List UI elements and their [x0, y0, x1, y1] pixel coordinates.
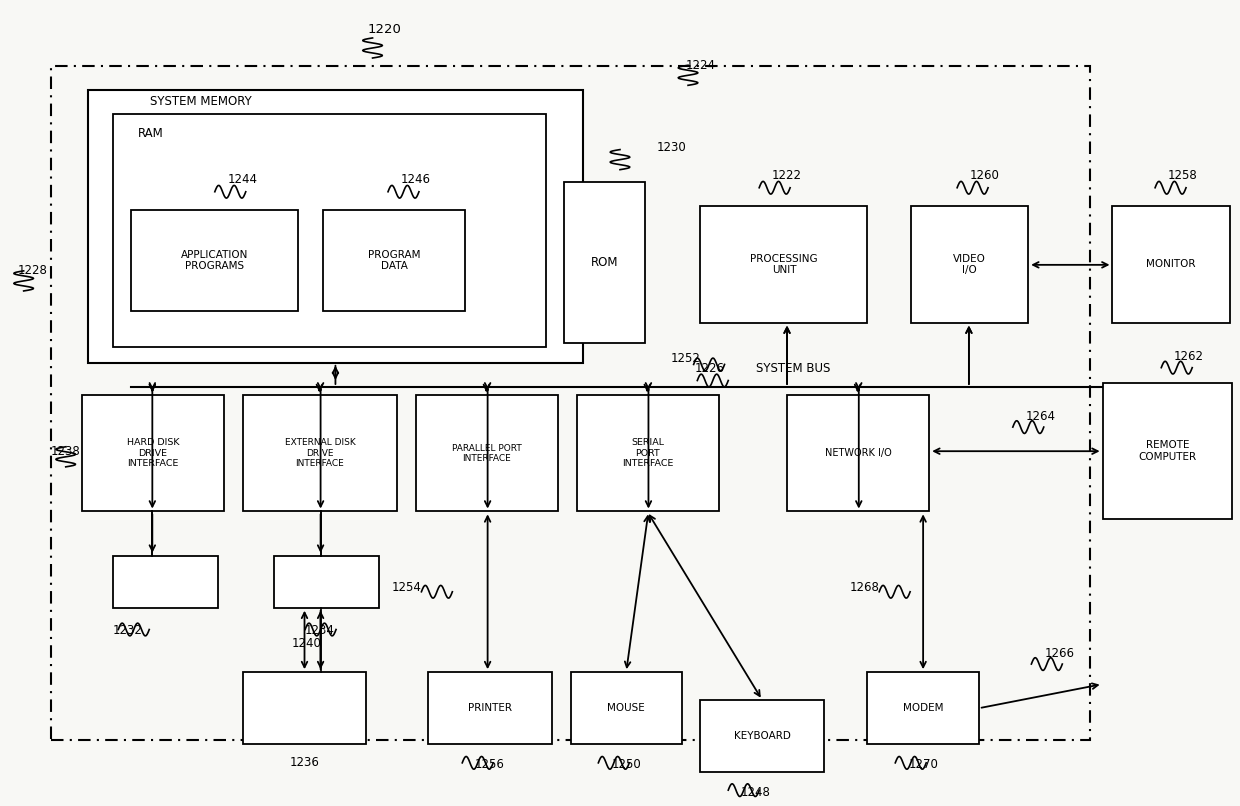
- Text: KEYBOARD: KEYBOARD: [734, 731, 791, 742]
- FancyBboxPatch shape: [274, 555, 378, 608]
- FancyBboxPatch shape: [113, 114, 546, 347]
- Text: MODEM: MODEM: [903, 703, 944, 713]
- Text: 1248: 1248: [742, 786, 771, 799]
- Text: 1264: 1264: [1025, 410, 1055, 423]
- Text: REMOTE
COMPUTER: REMOTE COMPUTER: [1138, 440, 1197, 462]
- Text: 1224: 1224: [686, 59, 715, 73]
- Text: 1226: 1226: [696, 362, 725, 375]
- FancyBboxPatch shape: [88, 89, 583, 363]
- Text: 1232: 1232: [113, 624, 143, 637]
- Text: VIDEO
I/O: VIDEO I/O: [954, 254, 986, 275]
- Text: 1266: 1266: [1044, 647, 1074, 660]
- FancyBboxPatch shape: [787, 395, 929, 512]
- Text: 1228: 1228: [17, 264, 47, 277]
- FancyBboxPatch shape: [570, 672, 682, 745]
- Text: SYSTEM BUS: SYSTEM BUS: [756, 362, 831, 375]
- Text: MOUSE: MOUSE: [608, 703, 645, 713]
- FancyBboxPatch shape: [564, 182, 645, 343]
- FancyBboxPatch shape: [701, 700, 825, 772]
- Text: 1236: 1236: [290, 756, 320, 770]
- FancyBboxPatch shape: [910, 206, 1028, 322]
- FancyBboxPatch shape: [577, 395, 719, 512]
- FancyBboxPatch shape: [243, 672, 366, 745]
- Text: SERIAL
PORT
INTERFACE: SERIAL PORT INTERFACE: [622, 438, 673, 468]
- FancyBboxPatch shape: [868, 672, 978, 745]
- FancyBboxPatch shape: [82, 395, 224, 512]
- Text: PRINTER: PRINTER: [467, 703, 512, 713]
- Text: 1222: 1222: [773, 169, 802, 182]
- Text: APPLICATION
PROGRAMS: APPLICATION PROGRAMS: [181, 250, 248, 272]
- Text: PARALLEL PORT
INTERFACE: PARALLEL PORT INTERFACE: [453, 443, 522, 463]
- FancyBboxPatch shape: [428, 672, 552, 745]
- Text: ROM: ROM: [590, 256, 619, 269]
- Text: SYSTEM MEMORY: SYSTEM MEMORY: [150, 95, 252, 108]
- Text: 1254: 1254: [392, 581, 422, 594]
- Text: 1240: 1240: [293, 638, 322, 650]
- Text: 1262: 1262: [1174, 350, 1204, 363]
- Text: PROCESSING
UNIT: PROCESSING UNIT: [750, 254, 817, 275]
- Text: 1252: 1252: [671, 352, 701, 365]
- Text: 1250: 1250: [611, 758, 641, 771]
- FancyBboxPatch shape: [243, 395, 397, 512]
- FancyBboxPatch shape: [415, 395, 558, 512]
- FancyBboxPatch shape: [131, 210, 299, 310]
- Text: PROGRAM
DATA: PROGRAM DATA: [368, 250, 420, 272]
- Text: EXTERNAL DISK
DRIVE
INTERFACE: EXTERNAL DISK DRIVE INTERFACE: [285, 438, 356, 468]
- Text: 1256: 1256: [475, 758, 505, 771]
- Text: 1220: 1220: [368, 23, 402, 36]
- Text: RAM: RAM: [138, 127, 164, 140]
- Text: 1258: 1258: [1168, 169, 1198, 182]
- Text: HARD DISK
DRIVE
INTERFACE: HARD DISK DRIVE INTERFACE: [126, 438, 180, 468]
- Text: 1238: 1238: [51, 445, 81, 458]
- Text: MONITOR: MONITOR: [1147, 260, 1195, 269]
- FancyBboxPatch shape: [1102, 383, 1233, 520]
- Text: 1230: 1230: [657, 141, 687, 154]
- Text: NETWORK I/O: NETWORK I/O: [825, 448, 892, 458]
- Text: 1244: 1244: [228, 173, 258, 186]
- Text: 1246: 1246: [401, 173, 430, 186]
- Text: 1268: 1268: [849, 581, 880, 594]
- FancyBboxPatch shape: [1112, 206, 1230, 322]
- Text: 1260: 1260: [970, 169, 999, 182]
- FancyBboxPatch shape: [324, 210, 465, 310]
- FancyBboxPatch shape: [113, 555, 218, 608]
- Text: 1270: 1270: [908, 758, 937, 771]
- Text: 1234: 1234: [305, 624, 335, 637]
- FancyBboxPatch shape: [701, 206, 868, 322]
